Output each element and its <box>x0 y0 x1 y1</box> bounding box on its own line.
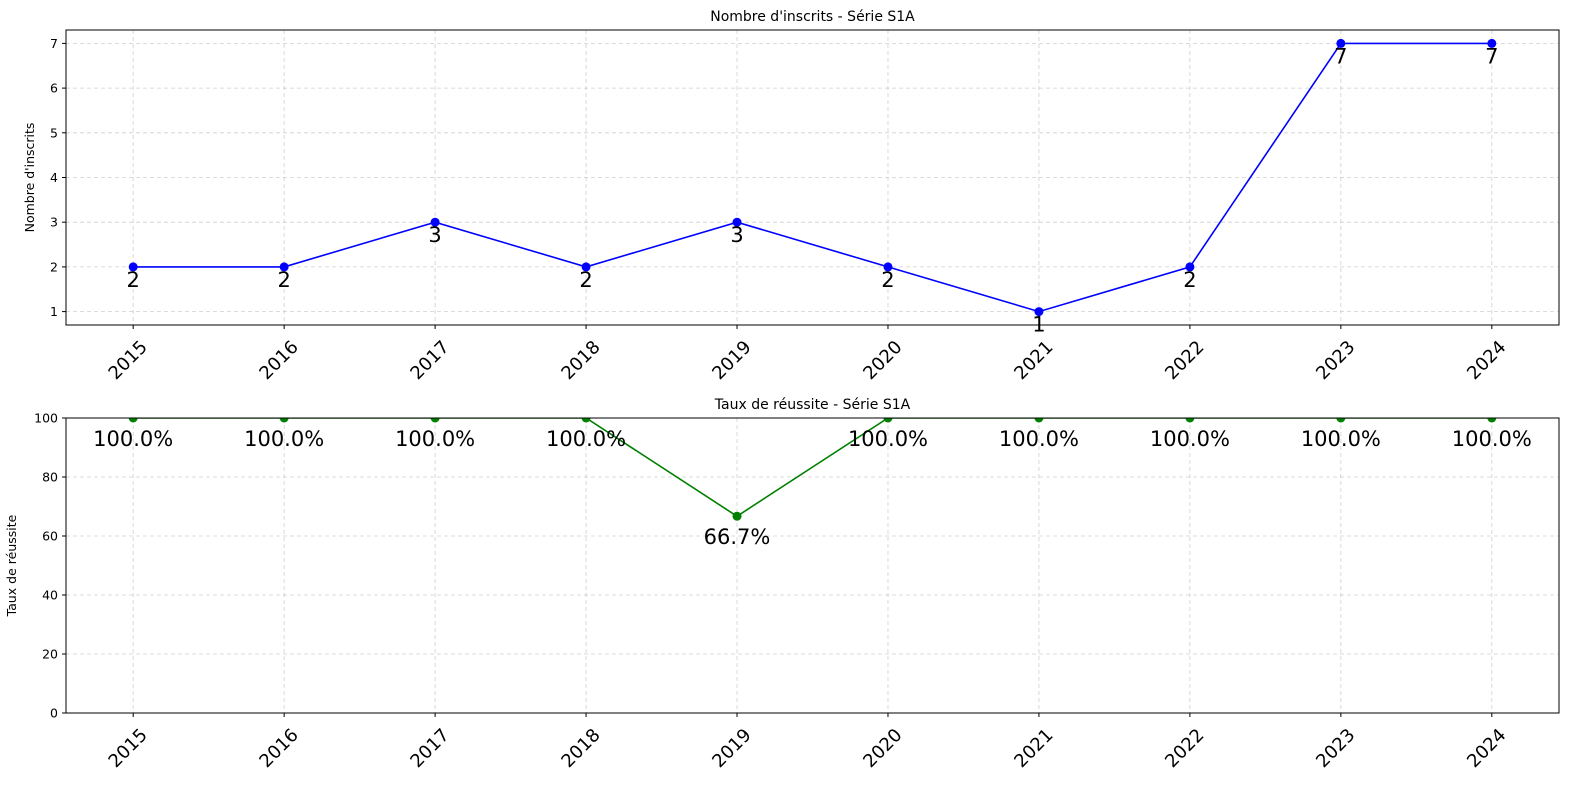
y-tick-label: 5 <box>50 125 58 140</box>
y-tick-label: 20 <box>42 647 58 662</box>
x-tick-label: 2015 <box>105 337 152 384</box>
x-tick-label: 2022 <box>1161 725 1208 772</box>
y-tick-label: 1 <box>50 304 58 319</box>
chart-title: Taux de réussite - Série S1A <box>714 397 911 413</box>
data-point <box>1034 307 1044 317</box>
x-tick-label: 2020 <box>859 337 906 384</box>
x-tick-label: 2016 <box>255 725 302 772</box>
x-tick-label: 2017 <box>406 337 453 384</box>
data-label: 3 <box>730 223 743 247</box>
y-tick-label: 7 <box>50 36 58 51</box>
data-label: 100.0% <box>1452 427 1532 451</box>
data-label: 7 <box>1334 44 1347 68</box>
y-tick-label: 3 <box>50 215 58 230</box>
chart-taux-reussite: Taux de réussite - Série S1A Taux de réu… <box>4 397 1560 772</box>
data-label: 66.7% <box>704 525 771 549</box>
y-tick-label: 2 <box>50 259 58 274</box>
data-label: 100.0% <box>546 427 626 451</box>
data-point <box>883 418 893 423</box>
data-point <box>1336 38 1346 48</box>
x-tick-label: 2021 <box>1010 725 1057 772</box>
x-tick-label: 2018 <box>557 725 604 772</box>
data-point <box>732 511 742 521</box>
data-label: 3 <box>428 223 441 247</box>
plot-frame <box>65 417 1560 714</box>
x-tick-label: 2023 <box>1312 725 1359 772</box>
chart-title: Nombre d'inscrits - Série S1A <box>710 9 915 25</box>
data-point <box>581 262 591 272</box>
data-label: 2 <box>277 268 290 292</box>
x-tick-label: 2023 <box>1312 337 1359 384</box>
data-label: 100.0% <box>93 427 173 451</box>
data-point <box>1185 418 1195 423</box>
x-tick-label: 2018 <box>557 337 604 384</box>
series-line <box>133 42 1492 313</box>
data-label: 100.0% <box>1150 427 1230 451</box>
data-point <box>279 262 289 272</box>
y-tick-label: 80 <box>42 470 58 485</box>
x-tick-label: 2016 <box>255 337 302 384</box>
data-label: 2 <box>579 268 592 292</box>
x-tick-label: 2017 <box>406 725 453 772</box>
x-tick-label: 2024 <box>1463 725 1510 772</box>
x-tick-label: 2022 <box>1161 337 1208 384</box>
x-tick-label: 2021 <box>1010 337 1057 384</box>
data-point <box>581 418 591 423</box>
data-label: 100.0% <box>848 427 928 451</box>
y-tick-label: 60 <box>42 529 58 544</box>
grid <box>66 30 1559 325</box>
data-point <box>128 262 138 272</box>
data-point <box>1487 418 1497 423</box>
x-tick-label: 2015 <box>105 725 152 772</box>
data-point <box>883 262 893 272</box>
data-label: 2 <box>1183 268 1196 292</box>
data-point <box>430 418 440 423</box>
data-point <box>430 217 440 227</box>
data-label: 2 <box>881 268 894 292</box>
data-label: 100.0% <box>999 427 1079 451</box>
y-tick-label: 40 <box>42 588 58 603</box>
y-tick-label: 4 <box>50 170 58 185</box>
data-label: 100.0% <box>395 427 475 451</box>
x-tick-label: 2020 <box>859 725 906 772</box>
chart-inscrits: Nombre d'inscrits - Série S1A Nombre d'i… <box>22 9 1560 384</box>
y-axis-label: Taux de réussite <box>4 514 19 617</box>
x-tick-label: 2019 <box>708 337 755 384</box>
series-line <box>133 418 1492 518</box>
y-tick-label: 100 <box>34 411 58 426</box>
x-tick-label: 2024 <box>1463 337 1510 384</box>
data-point <box>279 418 289 423</box>
data-point <box>1336 418 1346 423</box>
data-label: 2 <box>126 268 139 292</box>
y-tick-label: 0 <box>50 706 58 721</box>
data-point <box>1185 262 1195 272</box>
x-tick-label: 2019 <box>708 725 755 772</box>
data-point <box>732 217 742 227</box>
y-axis-label: Nombre d'inscrits <box>22 123 37 233</box>
data-label: 100.0% <box>244 427 324 451</box>
grid <box>66 417 1559 714</box>
y-tick-label: 6 <box>50 81 58 96</box>
data-point <box>1034 418 1044 423</box>
data-point <box>128 418 138 423</box>
data-label: 7 <box>1485 44 1498 68</box>
data-point <box>1487 38 1497 48</box>
data-label: 100.0% <box>1301 427 1381 451</box>
